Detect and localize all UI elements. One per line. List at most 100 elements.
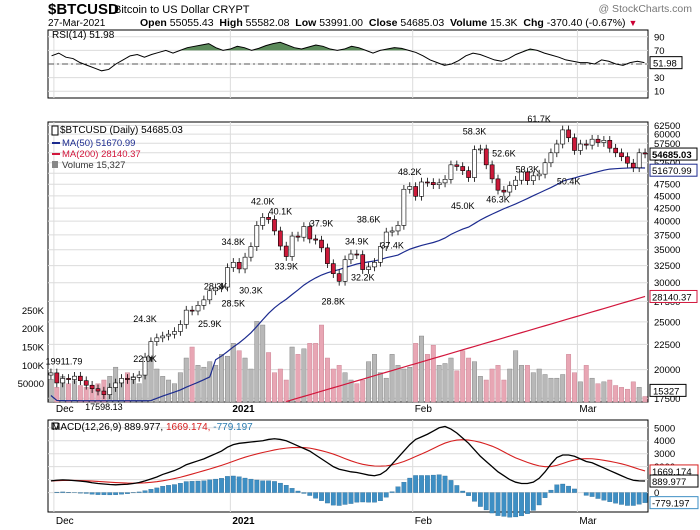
candle-up bbox=[142, 356, 148, 376]
volume-value: 15.3K bbox=[490, 17, 518, 29]
macd-histogram-bar bbox=[83, 492, 89, 494]
price-tick-label: 37500 bbox=[654, 230, 680, 241]
candle-up bbox=[513, 179, 519, 186]
volume-bar bbox=[195, 365, 201, 403]
volume-bar bbox=[577, 381, 583, 403]
close-label: Close bbox=[368, 17, 398, 29]
rsi-line bbox=[51, 41, 645, 72]
candle-down bbox=[501, 189, 507, 193]
volume-bar bbox=[601, 381, 607, 403]
candle-up bbox=[366, 266, 371, 270]
candle-down bbox=[295, 235, 301, 238]
candle-down bbox=[307, 226, 313, 240]
macd-last-box bbox=[649, 474, 699, 488]
volume-bar bbox=[613, 385, 619, 403]
x-tick-label: 2021 bbox=[232, 516, 255, 527]
price-tick-label: 32500 bbox=[654, 261, 680, 272]
price-annotation: 48.2K bbox=[398, 167, 422, 177]
volume-bar bbox=[554, 377, 560, 403]
candle-up bbox=[472, 149, 477, 178]
price-annotation: 40.1K bbox=[269, 207, 293, 217]
macd-signal-line bbox=[50, 439, 646, 484]
price-legend-title: $BTCUSD (Daily) 54685.03 bbox=[60, 125, 183, 136]
volume-bar bbox=[619, 387, 624, 403]
macd-histogram-bar bbox=[295, 490, 301, 493]
macd-histogram-bar bbox=[307, 492, 313, 496]
price-annotation: 37.4K bbox=[380, 240, 404, 250]
candle-up bbox=[342, 259, 348, 282]
macd-histogram-bar bbox=[477, 492, 483, 507]
candle-up bbox=[448, 164, 454, 180]
macd-histogram-bar bbox=[213, 478, 219, 493]
volume-bar bbox=[366, 361, 372, 403]
price-tick-label: 20000 bbox=[654, 365, 680, 376]
volume-bar bbox=[295, 354, 301, 403]
volume-bar bbox=[154, 368, 160, 403]
macd-histogram-bar bbox=[613, 492, 619, 504]
macd-histogram-bar bbox=[389, 491, 395, 493]
macd-histogram-bar bbox=[525, 492, 530, 514]
price-tick-label: 22500 bbox=[654, 340, 680, 351]
macd-tick-label: 5000 bbox=[654, 423, 675, 434]
volume-bar bbox=[124, 372, 130, 403]
volume-bar bbox=[183, 357, 189, 403]
macd-histogram-bar bbox=[619, 492, 624, 505]
rsi-legend: RSI(14) 51.98 bbox=[52, 30, 115, 41]
chart-header: $BTCUSD Bitcoin to US Dollar CRYPT 27-Ma… bbox=[0, 0, 700, 30]
macd-histogram-bar bbox=[530, 492, 536, 511]
macd-histogram-bar bbox=[260, 480, 266, 493]
candle-up bbox=[201, 299, 207, 306]
macd-histogram-bar bbox=[536, 492, 542, 506]
macd-histogram-bar bbox=[319, 492, 324, 501]
candle-down bbox=[95, 388, 101, 392]
candle-up bbox=[166, 333, 171, 337]
candle-down bbox=[466, 170, 471, 178]
price-annotation: 38.6K bbox=[357, 215, 381, 225]
macd-histogram-bar bbox=[207, 479, 213, 493]
volume-bar bbox=[513, 350, 519, 403]
volume-bar bbox=[566, 354, 572, 403]
macd-histogram-bar bbox=[448, 480, 454, 493]
candle-down bbox=[489, 164, 495, 180]
rsi-tick-label: 10 bbox=[654, 87, 665, 98]
macd-histogram-bar bbox=[336, 492, 342, 506]
candle-up bbox=[348, 253, 354, 261]
volume-tick-label: 100K bbox=[22, 361, 45, 372]
macd-histogram-bar bbox=[272, 481, 277, 493]
macd-histogram-bar bbox=[125, 492, 130, 494]
price-annotation: 42.0K bbox=[251, 197, 275, 207]
macd-histogram-bar bbox=[60, 491, 66, 493]
volume-bar bbox=[66, 383, 72, 403]
watermark: @ StockCharts.com bbox=[598, 3, 692, 15]
macd-histogram-bar bbox=[460, 490, 466, 493]
volume-bar bbox=[301, 348, 307, 403]
volume-bar bbox=[395, 365, 401, 403]
volume-bar bbox=[242, 357, 248, 403]
price-annotation: 52.6K bbox=[492, 148, 516, 158]
volume-bar bbox=[77, 385, 83, 403]
price-annotation: 50.4K bbox=[557, 177, 581, 187]
candle-up bbox=[225, 267, 230, 288]
macd-histogram-bar bbox=[636, 492, 642, 505]
x-tick-label: Dec bbox=[56, 404, 74, 415]
price-annotation: 37.9K bbox=[310, 219, 334, 229]
macd-last-label: 889.977 bbox=[652, 477, 686, 488]
macd-histogram-bar bbox=[107, 492, 113, 496]
candle-down bbox=[583, 143, 589, 146]
macd-tick-label: 4000 bbox=[654, 436, 675, 447]
candle-down bbox=[425, 181, 430, 184]
volume-last-box bbox=[649, 383, 687, 397]
candle-down bbox=[566, 129, 571, 139]
volume-bar bbox=[495, 365, 501, 403]
candle-down bbox=[460, 166, 466, 171]
candle-down bbox=[454, 164, 460, 167]
volume-bar bbox=[595, 383, 601, 403]
volume-last-label: 15327 bbox=[653, 386, 679, 397]
macd-histogram-bar bbox=[489, 492, 495, 514]
volume-bar bbox=[360, 379, 366, 403]
macd-histogram-bar bbox=[572, 488, 577, 493]
candle-down bbox=[77, 375, 83, 381]
candle-up bbox=[548, 152, 554, 164]
macd-histogram-bar bbox=[242, 477, 248, 493]
macd-histogram-bar bbox=[248, 478, 254, 493]
